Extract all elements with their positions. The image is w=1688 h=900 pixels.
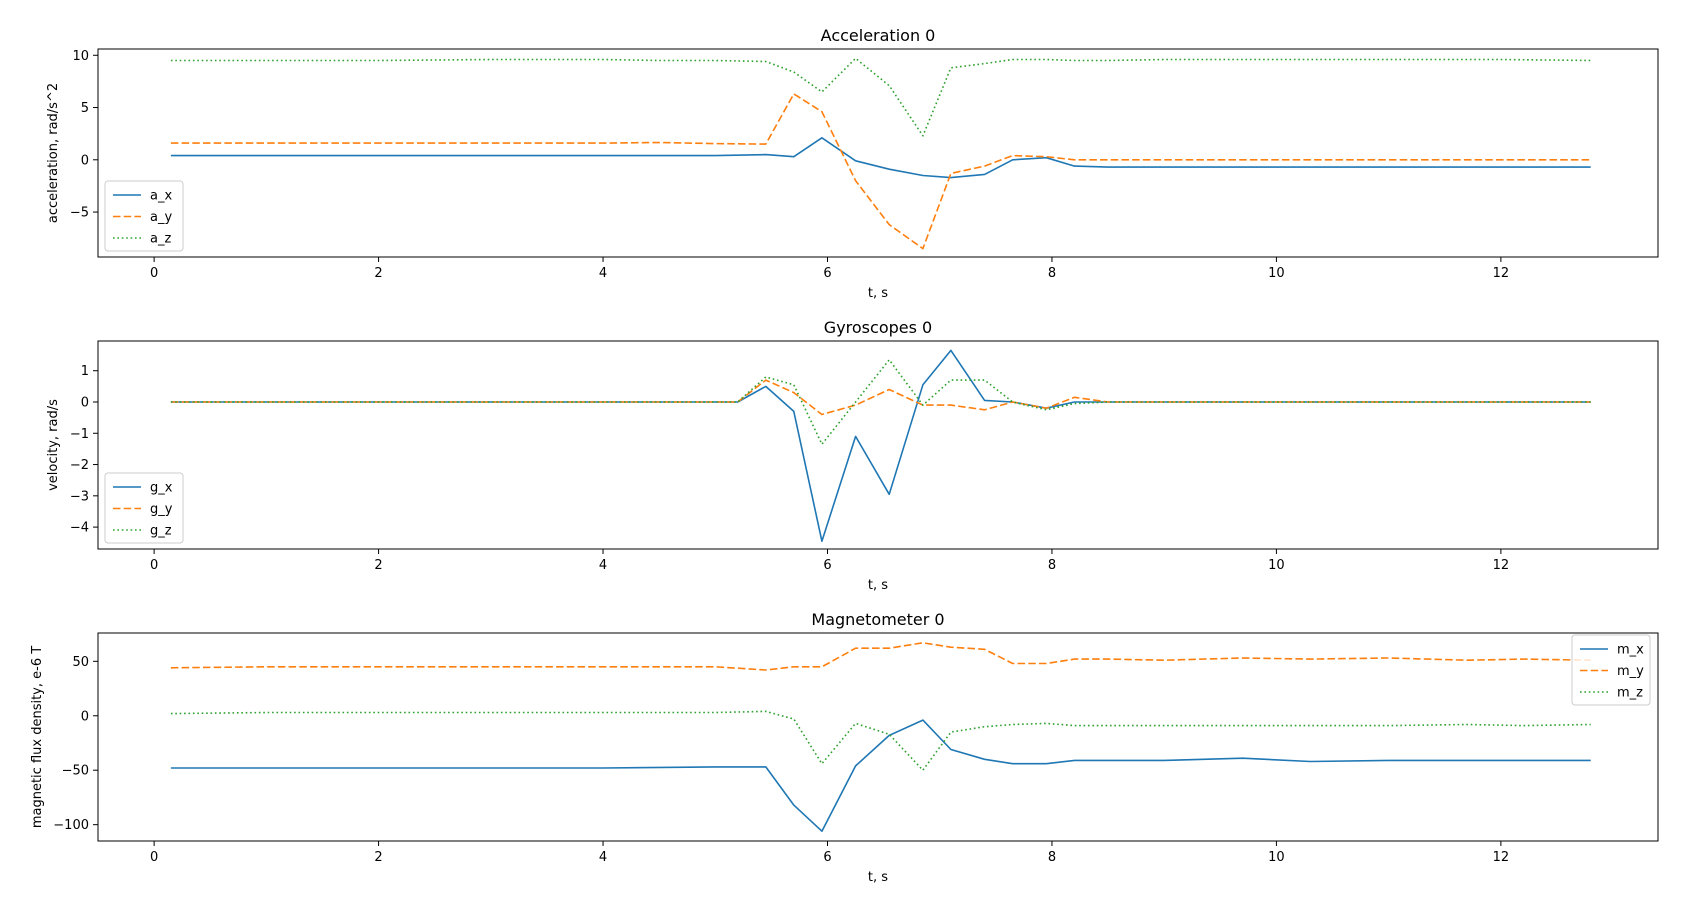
- x-tick-label: 10: [1268, 558, 1285, 573]
- x-tick-label: 8: [1048, 850, 1056, 865]
- x-axis-label: t, s: [868, 870, 888, 885]
- x-tick-label: 6: [823, 850, 831, 865]
- x-tick-label: 2: [374, 266, 382, 281]
- x-tick-label: 2: [374, 558, 382, 573]
- y-tick-label: −50: [62, 764, 89, 779]
- legend-label: g_y: [150, 502, 173, 517]
- x-tick-label: 12: [1493, 266, 1510, 281]
- chart-title: Magnetometer 0: [811, 610, 944, 629]
- plot-frame: [97, 340, 1659, 550]
- legend-label: g_z: [150, 524, 172, 539]
- y-tick-label: −100: [53, 818, 89, 833]
- legend: a_x a_y a_z: [104, 180, 184, 252]
- y-axis-label: acceleration, rad/s^2: [46, 83, 61, 223]
- y-axis-label: velocity, rad/s: [46, 399, 61, 491]
- legend-label: m_x: [1617, 643, 1644, 658]
- x-tick-label: 4: [599, 266, 607, 281]
- x-axis-label: t, s: [868, 578, 888, 593]
- legend-label: a_x: [150, 189, 172, 204]
- x-tick-label: 0: [150, 558, 158, 573]
- legend-frame: [104, 180, 184, 252]
- x-tick-label: 4: [599, 850, 607, 865]
- x-tick-label: 2: [374, 850, 382, 865]
- legend-label: a_z: [150, 232, 171, 247]
- y-tick-label: −5: [70, 206, 89, 221]
- series-line-m-z: [170, 710, 1591, 772]
- chart-2: Magnetometer 0 0 2 4 6 8 10 12 −100 −50 0 50 t, s mag…: [30, 610, 1659, 885]
- y-tick-label: 0: [81, 395, 89, 410]
- y-tick-label: −1: [70, 427, 89, 442]
- chart-title: Gyroscopes 0: [824, 318, 932, 337]
- x-tick-label: 0: [150, 850, 158, 865]
- y-tick-label: −2: [70, 458, 89, 473]
- series-line-a-z: [170, 57, 1591, 137]
- plot-frame: [97, 632, 1659, 842]
- x-tick-label: 12: [1493, 850, 1510, 865]
- y-axis-label: magnetic flux density, e-6 T: [30, 646, 45, 828]
- series-line-a-x: [170, 137, 1591, 179]
- x-tick-label: 10: [1268, 266, 1285, 281]
- x-tick-label: 8: [1048, 266, 1056, 281]
- legend-frame: [104, 472, 184, 544]
- x-tick-label: 6: [823, 558, 831, 573]
- y-tick-label: 50: [72, 655, 89, 670]
- x-tick-label: 10: [1268, 850, 1285, 865]
- y-tick-label: 0: [81, 153, 89, 168]
- legend-frame: [1571, 634, 1651, 706]
- chart-title: Acceleration 0: [821, 26, 936, 45]
- x-tick-label: 8: [1048, 558, 1056, 573]
- y-tick-label: −3: [70, 489, 89, 504]
- x-axis-label: t, s: [868, 286, 888, 301]
- x-tick-label: 0: [150, 266, 158, 281]
- legend-label: m_y: [1617, 664, 1644, 679]
- series-line-m-x: [170, 719, 1591, 833]
- series-line-g-y: [170, 379, 1591, 416]
- y-tick-label: 0: [81, 709, 89, 724]
- y-tick-label: −4: [70, 521, 89, 536]
- legend-label: g_x: [150, 481, 173, 496]
- legend-label: a_y: [150, 210, 172, 225]
- legend: m_x m_y m_z: [1571, 634, 1651, 706]
- y-tick-label: 1: [81, 364, 89, 379]
- series-line-a-y: [170, 93, 1591, 250]
- series-line-g-x: [170, 349, 1591, 543]
- legend-label: m_z: [1617, 686, 1643, 701]
- y-tick-label: 10: [72, 49, 89, 64]
- legend: g_x g_y g_z: [104, 472, 184, 544]
- series-line-m-y: [170, 641, 1591, 671]
- plot-frame: [97, 48, 1659, 258]
- y-tick-label: 5: [81, 101, 89, 116]
- chart-1: Gyroscopes 0 0 2 4 6 8 10 12 −4 −3 −2 −1 0 1 t, s veloc…: [46, 318, 1659, 593]
- x-tick-label: 12: [1493, 558, 1510, 573]
- chart-0: Acceleration 0 0 2 4 6 8 10 12 −5 0 5 10 t, s acceler…: [46, 26, 1659, 301]
- x-tick-label: 6: [823, 266, 831, 281]
- x-tick-label: 4: [599, 558, 607, 573]
